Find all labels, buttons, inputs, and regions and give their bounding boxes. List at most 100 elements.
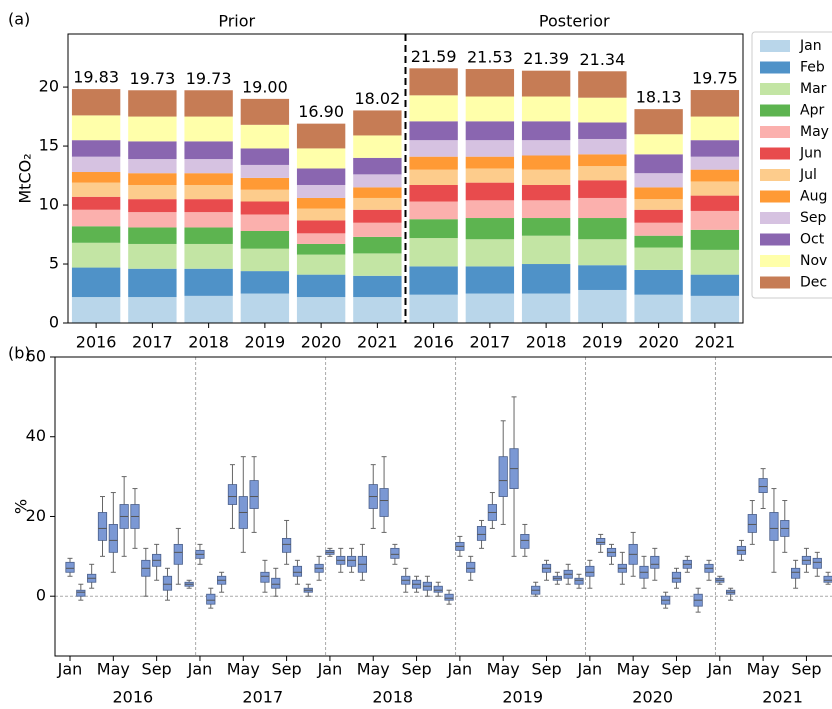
legend-label: May [800,124,829,140]
bar-segment [353,275,402,298]
bar-segment [521,70,571,97]
box [227,484,238,505]
box [65,561,75,573]
y-axis-label: % [12,499,31,514]
bar-segment [353,187,402,198]
legend-label: Jun [799,146,822,162]
bar-segment [578,122,627,139]
bar-segment [634,199,683,210]
x-tick-label: 2018 [188,333,229,352]
bar-segment [465,140,515,157]
bar-segment [521,235,571,265]
total-label: 19.73 [186,69,232,88]
bar-segment [353,209,402,223]
x-tick-label: Jan [187,660,213,679]
x-tick-label: Sep [272,660,302,679]
box [823,575,832,583]
x-tick-label: May [97,660,130,679]
bar-segment [240,248,290,272]
bar-segment [690,140,740,157]
bar-segment [578,218,627,240]
box [466,561,476,573]
total-label: 19.73 [129,69,175,88]
bar-segment [184,243,233,269]
bar-segment [409,169,458,185]
x-tick-label: Sep [791,660,821,679]
bar-segment [184,268,233,296]
year-label: 2018 [372,688,413,707]
legend-swatch [760,190,790,203]
bar-segment [578,154,627,167]
legend-swatch [760,104,790,117]
bar-segment [353,157,402,175]
bar-segment [296,197,346,209]
x-tick-label: 2018 [526,333,567,352]
legend-label: Jan [799,38,822,54]
box [747,514,757,533]
legend-label: Jul [799,167,817,183]
bar-segment [634,222,683,236]
bar-segment [240,148,290,165]
bar-segment [128,268,177,298]
legend-label: Feb [800,60,825,76]
bar-segment [240,201,290,215]
bar-segment [296,233,346,244]
bar-segment [296,274,346,298]
group-title: Posterior [539,12,610,31]
bar-segment [409,238,458,267]
legend-label: Dec [800,275,827,291]
x-tick-label: Jan [706,660,732,679]
box [271,577,281,589]
y-tick-label: 0 [49,313,59,332]
bar-segment [465,156,515,169]
box [281,537,292,553]
box [520,534,530,549]
box [433,585,443,593]
y-tick-label: 10 [39,195,59,214]
box [173,543,183,565]
group-title: Prior [218,12,255,31]
bar-segment [634,154,683,174]
x-tick-label: Sep [401,660,431,679]
y-tick-label: 40 [26,426,46,445]
panel-label: (a) [8,10,30,29]
total-label: 21.53 [467,48,513,67]
bar-segment [240,164,290,178]
bar-segment [690,210,740,230]
total-label: 18.02 [354,89,400,108]
x-tick-label: 2016 [413,333,454,352]
bar-segment [184,90,233,117]
x-tick-label: Sep [531,660,561,679]
year-label: 2020 [632,688,673,707]
bar-segment [71,242,121,268]
bar-segment [71,172,121,183]
total-label: 21.34 [579,50,625,69]
bar-segment [465,266,515,294]
box [585,565,595,577]
bar-segment [521,200,571,219]
box [249,480,259,509]
legend-label: Oct [800,232,825,248]
bar-segment [409,95,458,122]
bar-segment [521,155,571,170]
bar-segment [465,218,515,240]
bar-segment [353,236,402,254]
box [498,456,508,497]
bar-segment [353,253,402,276]
x-tick-label: Jan [577,660,603,679]
bar-segment [690,274,740,296]
bar-segment [184,227,233,244]
bar-segment [128,227,177,244]
legend-swatch [760,126,790,138]
legend-label: Mar [800,81,827,97]
x-tick-label: Jan [317,660,343,679]
bar-segment [296,168,346,185]
total-label: 16.90 [298,102,344,121]
x-tick-label: May [357,660,390,679]
legend-swatch [760,40,790,52]
total-label: 21.39 [523,49,569,68]
legend-swatch [760,169,790,181]
bar-segment [240,189,290,202]
bar-segment [128,90,177,117]
bar-segment [521,140,571,156]
